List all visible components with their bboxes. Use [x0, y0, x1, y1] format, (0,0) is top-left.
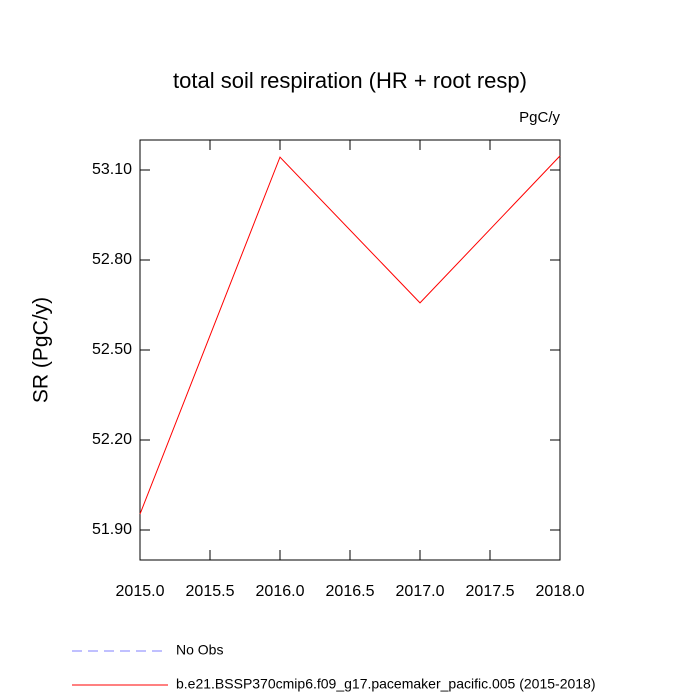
- units-label: PgC/y: [519, 109, 560, 126]
- x-tick-label: 2017.5: [466, 583, 515, 600]
- x-tick-label: 2016.5: [326, 583, 375, 600]
- y-tick-label: 52.80: [92, 251, 132, 268]
- chart-title: total soil respiration (HR + root resp): [173, 68, 527, 93]
- x-tick-label: 2015.0: [116, 583, 165, 600]
- x-tick-label: 2017.0: [396, 583, 445, 600]
- data-line: [139, 155, 561, 515]
- y-tick-label: 52.20: [92, 431, 132, 448]
- y-tick-label: 53.10: [92, 161, 132, 178]
- legend-label: b.e21.BSSP370cmip6.f09_g17.pacemaker_pac…: [176, 676, 596, 692]
- y-axis-label: SR (PgC/y): [30, 297, 53, 403]
- x-tick-label: 2018.0: [536, 583, 585, 600]
- y-tick-label: 52.50: [92, 341, 132, 358]
- x-tick-label: 2015.5: [186, 583, 235, 600]
- y-tick-label: 51.90: [92, 521, 132, 538]
- legend-label: No Obs: [176, 642, 223, 658]
- x-tick-label: 2016.0: [256, 583, 305, 600]
- plot-frame: [139, 139, 561, 561]
